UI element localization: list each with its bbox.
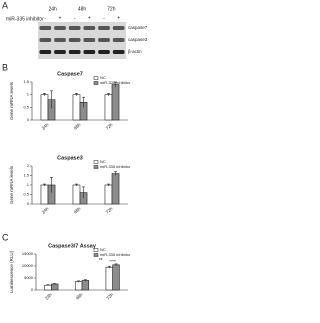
bar [111, 173, 120, 205]
x-tick-label: 24h [44, 292, 53, 301]
bar [112, 264, 120, 291]
x-tick-label: 24h [41, 206, 50, 215]
x-tick-label: 72h [105, 206, 114, 215]
legend-label: miR-335 inhibitor [100, 164, 131, 169]
blot-band [54, 26, 66, 30]
bar [104, 94, 113, 121]
blot-band [98, 26, 110, 30]
panel-label: B [2, 62, 8, 72]
bar [40, 94, 49, 121]
sign-label: - [103, 15, 105, 21]
y-tick-label: 0 [27, 117, 30, 122]
y-tick-label: 1 [27, 92, 30, 97]
legend-label: NC [100, 159, 106, 164]
annotation: ** [99, 258, 103, 264]
blot-band [112, 26, 125, 30]
legend-label: NC [100, 247, 106, 252]
bar [74, 281, 83, 291]
protein-label: β-actin [128, 49, 142, 54]
blot-background [38, 22, 126, 59]
bar [105, 266, 113, 291]
chart-title: Caspase3 [57, 155, 83, 161]
blot-band [39, 50, 52, 54]
chart-title: Caspase7 [57, 71, 83, 77]
sign-label: - [74, 15, 76, 21]
bar [40, 184, 49, 205]
legend-swatch [93, 253, 99, 257]
blot-band [54, 38, 66, 42]
blot-band [83, 50, 96, 54]
blot-band [83, 38, 96, 42]
y-axis-label: Gene mRNA levels [9, 81, 14, 120]
blot-band [112, 38, 125, 42]
legend-swatch [93, 165, 99, 169]
x-tick-label: 24h [41, 122, 50, 131]
y-axis-label: Gene mRNA levels [9, 165, 14, 204]
x-tick-label: 48h [75, 292, 84, 301]
blot-band [98, 38, 110, 42]
time-label: 48h [78, 6, 87, 12]
y-tick-label: 0 [27, 201, 30, 206]
bar [104, 184, 113, 205]
y-tick-label: 0.5 [23, 104, 29, 109]
panel-label: A [2, 0, 8, 10]
x-tick-label: 72h [105, 122, 114, 131]
x-tick-label: 72h [105, 292, 114, 301]
protein-label: caspase7 [128, 25, 148, 30]
y-tick-label: 1.5 [23, 173, 29, 178]
y-tick-label: 1.5 [23, 79, 29, 84]
bar [81, 280, 90, 291]
blot-band [83, 26, 96, 30]
legend-swatch [93, 81, 99, 85]
bar [44, 284, 52, 291]
bar [111, 84, 120, 121]
sign-label: + [88, 15, 91, 21]
blot-band [39, 38, 52, 42]
blot-band [68, 26, 81, 30]
y-tick-label: 0.5 [23, 192, 29, 197]
y-tick-label: 2 [27, 163, 30, 168]
blot-band [68, 38, 81, 42]
x-tick-label: 48h [73, 122, 82, 131]
treatment-label: miR-335 inhibitor [6, 16, 44, 22]
chart-title: Caspase3/7 Assay [48, 243, 97, 249]
blot-band [39, 26, 52, 30]
y-axis-label: Luminescence (RLU) [9, 250, 14, 293]
y-tick-label: 0 [31, 287, 34, 292]
x-tick-label: 48h [73, 206, 82, 215]
bar [72, 94, 81, 121]
blot-band [68, 50, 81, 54]
time-label: 72h [107, 6, 116, 12]
legend-swatch [93, 76, 99, 80]
time-label: 24h [48, 6, 57, 12]
y-tick-label: 5000 [24, 275, 34, 280]
blot-band [112, 50, 125, 54]
figure: A B C miR-335 inhibitor 24h 48h 72h- + - + - +c… [2, 0, 148, 301]
legend-swatch [93, 248, 99, 252]
sign-label: - [44, 15, 46, 21]
y-tick-label: 10000 [22, 263, 34, 268]
panel-label: C [2, 232, 9, 242]
y-tick-label: 15000 [22, 251, 34, 256]
legend-label: NC [100, 75, 106, 80]
legend-swatch [93, 160, 99, 164]
legend-label: miR-335 inhibitor [100, 252, 131, 257]
sign-label: + [59, 15, 62, 21]
y-tick-label: 1 [27, 182, 30, 187]
bar [72, 184, 81, 205]
legend-label: miR-335 inhibitor [100, 80, 131, 85]
bar [51, 283, 59, 291]
blot-band [54, 50, 66, 54]
blot-band [98, 50, 110, 54]
sign-label: + [117, 15, 120, 21]
protein-label: caspase3 [128, 37, 148, 42]
